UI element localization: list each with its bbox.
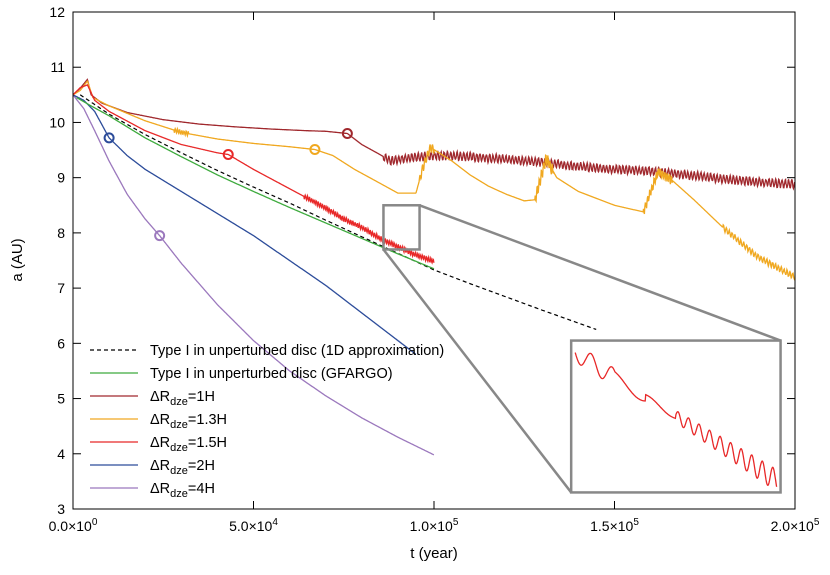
y-tick-label: 8: [57, 225, 65, 241]
y-tick-label: 7: [57, 280, 65, 296]
legend-label-r15: ΔRdze=1.5H: [150, 435, 227, 454]
y-axis-label: a (AU): [9, 238, 26, 281]
series-line-r4: [72, 94, 435, 456]
markers: [103, 127, 353, 242]
y-tick-label: 5: [57, 391, 65, 407]
series-line-r2: [72, 94, 417, 355]
plot-lines: [72, 78, 796, 456]
series-line-1d: [79, 94, 597, 330]
inset-connector-top: [419, 204, 781, 342]
series-line-r13: [72, 79, 796, 281]
legend-label-r4: ΔRdze=4H: [150, 481, 215, 500]
y-axis-ticks: 3 4 5 6 7 8 9 10 11 12: [49, 4, 795, 517]
legend-label-r2: ΔRdze=2H: [150, 458, 215, 477]
x-tick-label: 5.0×104: [229, 517, 278, 534]
marker-r15: [222, 148, 234, 160]
y-tick-label: 3: [57, 501, 65, 517]
zoom-inset: [382, 204, 782, 494]
x-axis-ticks: 0.0×100 5.0×104 1.0×105 1.5×105 2.0×105: [49, 12, 820, 534]
inset-source-box: [382, 204, 421, 251]
y-tick-label: 9: [57, 170, 65, 186]
marker-r2: [103, 132, 115, 144]
legend-label-gfargo: Type I in unperturbed disc (GFARGO): [150, 366, 393, 382]
legend-label-r13: ΔRdze=1.3H: [150, 412, 227, 431]
marker-r4: [154, 230, 166, 242]
x-tick-label: 1.0×105: [410, 517, 459, 534]
x-tick-label: 2.0×105: [771, 517, 820, 534]
x-tick-label: 1.5×105: [590, 517, 639, 534]
y-tick-label: 4: [57, 446, 65, 462]
series-line-r1: [72, 78, 796, 191]
y-tick-label: 12: [49, 4, 65, 20]
legend: Type I in unperturbed disc (1D approxima…: [90, 343, 444, 500]
x-tick-label: 0.0×100: [49, 517, 98, 534]
x-axis-label: t (year): [410, 545, 458, 562]
series-line-gfargo: [76, 97, 435, 270]
series-line-r15: [72, 84, 435, 265]
y-tick-label: 11: [50, 59, 65, 75]
marker-r13: [309, 144, 321, 156]
marker-r1: [341, 127, 353, 139]
y-tick-label: 6: [57, 335, 65, 351]
inset-connector-bottom: [382, 248, 573, 494]
y-tick-label: 10: [49, 114, 65, 130]
inset-line: [574, 352, 778, 487]
legend-label-r1: ΔRdze=1H: [150, 389, 215, 408]
legend-label-1d: Type I in unperturbed disc (1D approxima…: [150, 343, 444, 359]
